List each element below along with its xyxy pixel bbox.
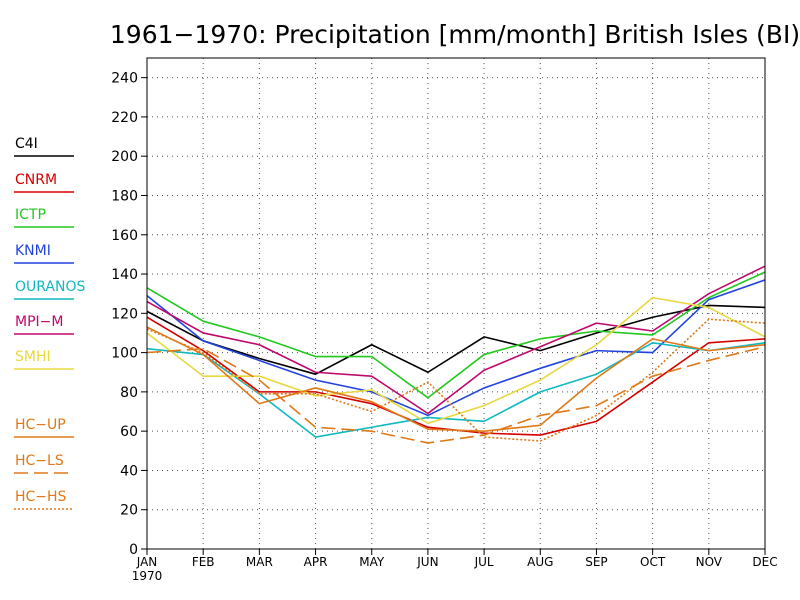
y-tick-label: 20 [120, 503, 138, 519]
legend-label: C4I [15, 136, 38, 152]
legend-label: MPI−M [15, 314, 63, 330]
axes: 0 20 40 60 80 100 120 140 160 180 200 220 240 JAN FEB M… [111, 57, 778, 583]
y-tick-label: 200 [111, 149, 138, 165]
legend-label: HC−UP [15, 417, 66, 433]
y-tick-label: 180 [111, 188, 138, 204]
legend-label: HC−LS [15, 453, 64, 469]
chart-title: 1961−1970: Precipitation [mm/month] Brit… [110, 20, 800, 49]
legend-label: SMHI [15, 349, 51, 365]
y-tick-label: 240 [111, 71, 138, 87]
legend-label: OURANOS [15, 279, 85, 295]
x-tick-label: SEP [585, 555, 607, 569]
x-tick-label: AUG [527, 555, 553, 569]
grid [147, 58, 765, 549]
x-tick-label: APR [304, 555, 328, 569]
x-tick-sublabel: 1970 [132, 569, 163, 583]
y-tick-label: 140 [111, 267, 138, 283]
legend-label: KNMI [15, 243, 51, 259]
series-line [146, 341, 766, 438]
series-line [146, 265, 766, 415]
legend-label: ICTP [15, 207, 46, 223]
y-tick-label: 60 [120, 424, 138, 440]
y-tick-label: 160 [111, 228, 138, 244]
series-line [146, 304, 766, 376]
x-tick-label: MAY [359, 555, 385, 569]
y-tick-label: 100 [111, 346, 138, 362]
x-tick-label: FEB [192, 555, 215, 569]
x-tick-label: DEC [752, 555, 777, 569]
x-tick-label: JUL [474, 555, 494, 569]
legend-label: HC−HS [15, 489, 67, 505]
y-tick-label: 220 [111, 110, 138, 126]
series-line [146, 271, 766, 399]
series-lines [146, 265, 766, 444]
y-tick-label: 120 [111, 306, 138, 322]
series-line [146, 318, 766, 442]
x-tick-label: JAN [136, 555, 158, 569]
legend: C4I CNRM ICTP KNMI OURANOS MPI−M SMHI HC−UP HC−L… [14, 136, 85, 510]
series-line [146, 296, 766, 425]
series-line [146, 345, 766, 444]
series-line [146, 326, 766, 432]
y-tick-label: 0 [129, 542, 138, 558]
x-tick-label: JUN [416, 555, 438, 569]
x-tick-label: MAR [246, 555, 273, 569]
x-tick-label: NOV [696, 555, 723, 569]
x-tick-label: OCT [640, 555, 666, 569]
plot-frame [146, 57, 766, 550]
y-tick-label: 40 [120, 463, 138, 479]
y-tick-label: 80 [120, 385, 138, 401]
legend-label: CNRM [15, 172, 57, 188]
